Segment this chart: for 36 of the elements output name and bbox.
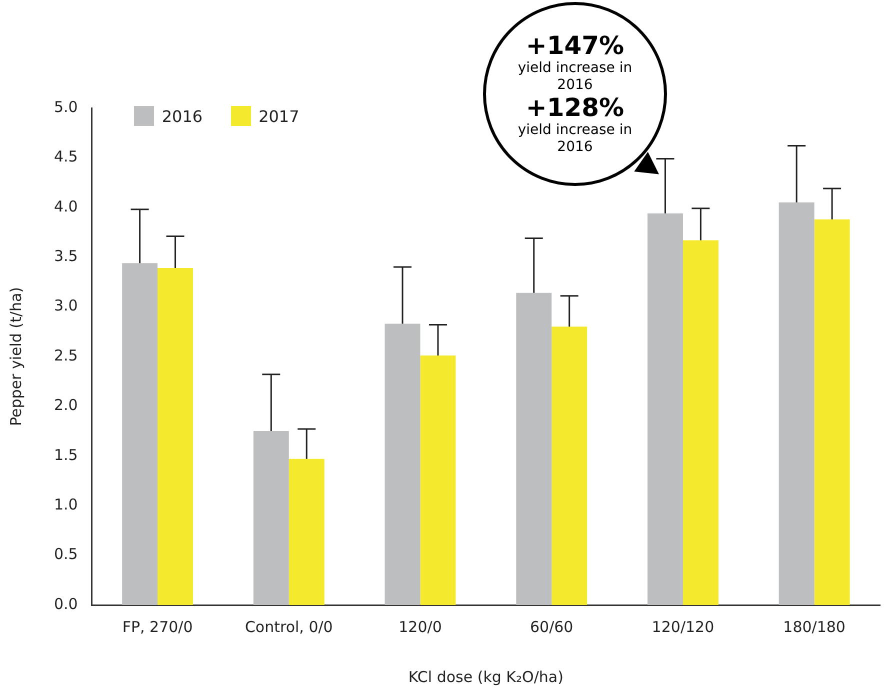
y-tick-label: 2.5 [54, 346, 78, 364]
y-tick-label: 5.0 [54, 98, 78, 116]
x-axis-title: KCl dose (kg K₂O/ha) [408, 668, 564, 686]
y-tick-label: 1.5 [54, 446, 78, 464]
bar [552, 326, 588, 605]
x-tick-label: Control, 0/0 [244, 618, 333, 636]
y-tick-label: 0.5 [54, 545, 78, 564]
bar [647, 213, 683, 605]
y-tick-label: 4.0 [54, 197, 78, 216]
y-tick-label: 0.0 [54, 594, 78, 613]
bar [122, 263, 158, 605]
y-tick-label: 3.0 [54, 296, 78, 315]
x-tick-label: 120/0 [398, 618, 442, 636]
x-tick-label: 180/180 [783, 618, 846, 636]
speech-bubble: +147% yield increase in 2016 +128% yield increase in 2016 [483, 2, 667, 186]
bar [682, 240, 718, 605]
legend-label: 2017 [258, 106, 300, 126]
bar [814, 219, 850, 605]
y-axis-title: Pepper yield (t/ha) [6, 286, 25, 426]
legend-label: 2016 [162, 106, 203, 126]
annotation: yield increase in 2016 [516, 122, 634, 156]
y-tick-label: 3.5 [54, 246, 78, 265]
bar [384, 324, 420, 605]
bar [253, 431, 289, 605]
bar [158, 268, 193, 605]
annotation: +128% [526, 93, 624, 122]
bar [288, 458, 324, 605]
bar [778, 202, 814, 605]
y-tick-label: 4.5 [54, 148, 78, 166]
x-tick-label: 60/60 [530, 618, 574, 636]
y-tick-label: 1.0 [54, 495, 78, 514]
y-tick-label: 2.0 [54, 396, 78, 414]
bar [420, 356, 456, 605]
x-tick-label: FP, 270/0 [122, 618, 193, 636]
bar [516, 292, 552, 605]
x-tick-label: 120/120 [652, 618, 714, 636]
